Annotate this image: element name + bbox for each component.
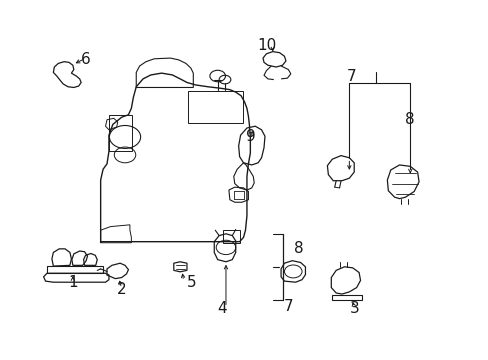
Text: 6: 6 xyxy=(81,52,91,67)
Text: 4: 4 xyxy=(216,301,226,316)
Text: 7: 7 xyxy=(283,299,293,314)
Text: 2: 2 xyxy=(117,282,126,297)
Text: 9: 9 xyxy=(245,130,255,144)
Text: 10: 10 xyxy=(256,38,276,53)
Text: 1: 1 xyxy=(68,275,78,290)
Text: 5: 5 xyxy=(186,275,196,290)
Text: 7: 7 xyxy=(346,68,356,84)
Text: 3: 3 xyxy=(348,301,358,316)
Text: 8: 8 xyxy=(405,112,414,126)
Text: 8: 8 xyxy=(294,240,304,256)
